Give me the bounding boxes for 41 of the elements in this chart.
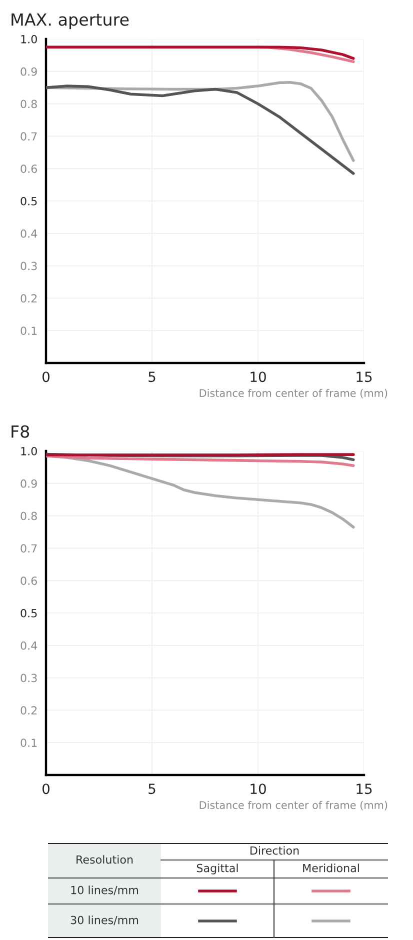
y-tick-label: 0.6	[20, 576, 37, 585]
x-tick-label: 5	[148, 372, 156, 382]
y-tick-label: 0.3	[20, 262, 37, 270]
x-tick-label: 10	[250, 784, 266, 794]
x-tick-label: 0	[42, 372, 50, 382]
text: Meridional	[303, 864, 359, 872]
text: 10 lines/mm	[71, 886, 138, 896]
y-tick-label: 0.2	[20, 706, 37, 715]
text: Sagittal	[196, 864, 238, 874]
x-axis-title: Distance from center of frame (mm)	[200, 388, 388, 398]
y-tick-label: 0.4	[20, 641, 38, 650]
y-tick-label: 0.4	[20, 229, 38, 238]
x-tick-label: 0	[42, 784, 50, 794]
y-tick-label: 0.9	[20, 67, 37, 76]
y-tick-label: 0.1	[20, 326, 37, 335]
x-tick-label: 10	[250, 372, 266, 382]
y-tick-label: 0.9	[20, 479, 37, 488]
chart-title: F8	[12, 425, 30, 438]
y-tick-label: 1.0	[21, 446, 37, 456]
text: Direction	[250, 846, 299, 855]
y-tick-label: 0.3	[20, 674, 37, 682]
y-tick-label: 0.7	[20, 544, 37, 553]
y-tick-label: 1.0	[21, 34, 37, 44]
y-tick-label: 0.6	[20, 164, 37, 173]
y-tick-label: 0.7	[20, 132, 37, 141]
text: Resolution	[76, 855, 133, 864]
x-tick-label: 15	[356, 784, 372, 794]
x-tick-label: 15	[356, 372, 372, 382]
y-tick-label: 0.1	[20, 738, 37, 747]
y-tick-label: 0.5	[20, 608, 37, 618]
y-tick-label: 0.8	[20, 512, 37, 520]
line-series	[46, 46, 355, 60]
y-tick-label: 0.8	[20, 100, 37, 108]
y-tick-label: 0.5	[20, 196, 37, 206]
x-axis-title: Distance from center of frame (mm)	[200, 800, 388, 810]
x-tick-label: 5	[148, 784, 156, 794]
text: 30 lines/mm	[70, 916, 138, 926]
line-series	[46, 454, 355, 467]
line-series	[46, 84, 355, 175]
chart-title: MAX. aperture	[12, 13, 129, 30]
y-tick-label: 0.2	[20, 294, 37, 303]
